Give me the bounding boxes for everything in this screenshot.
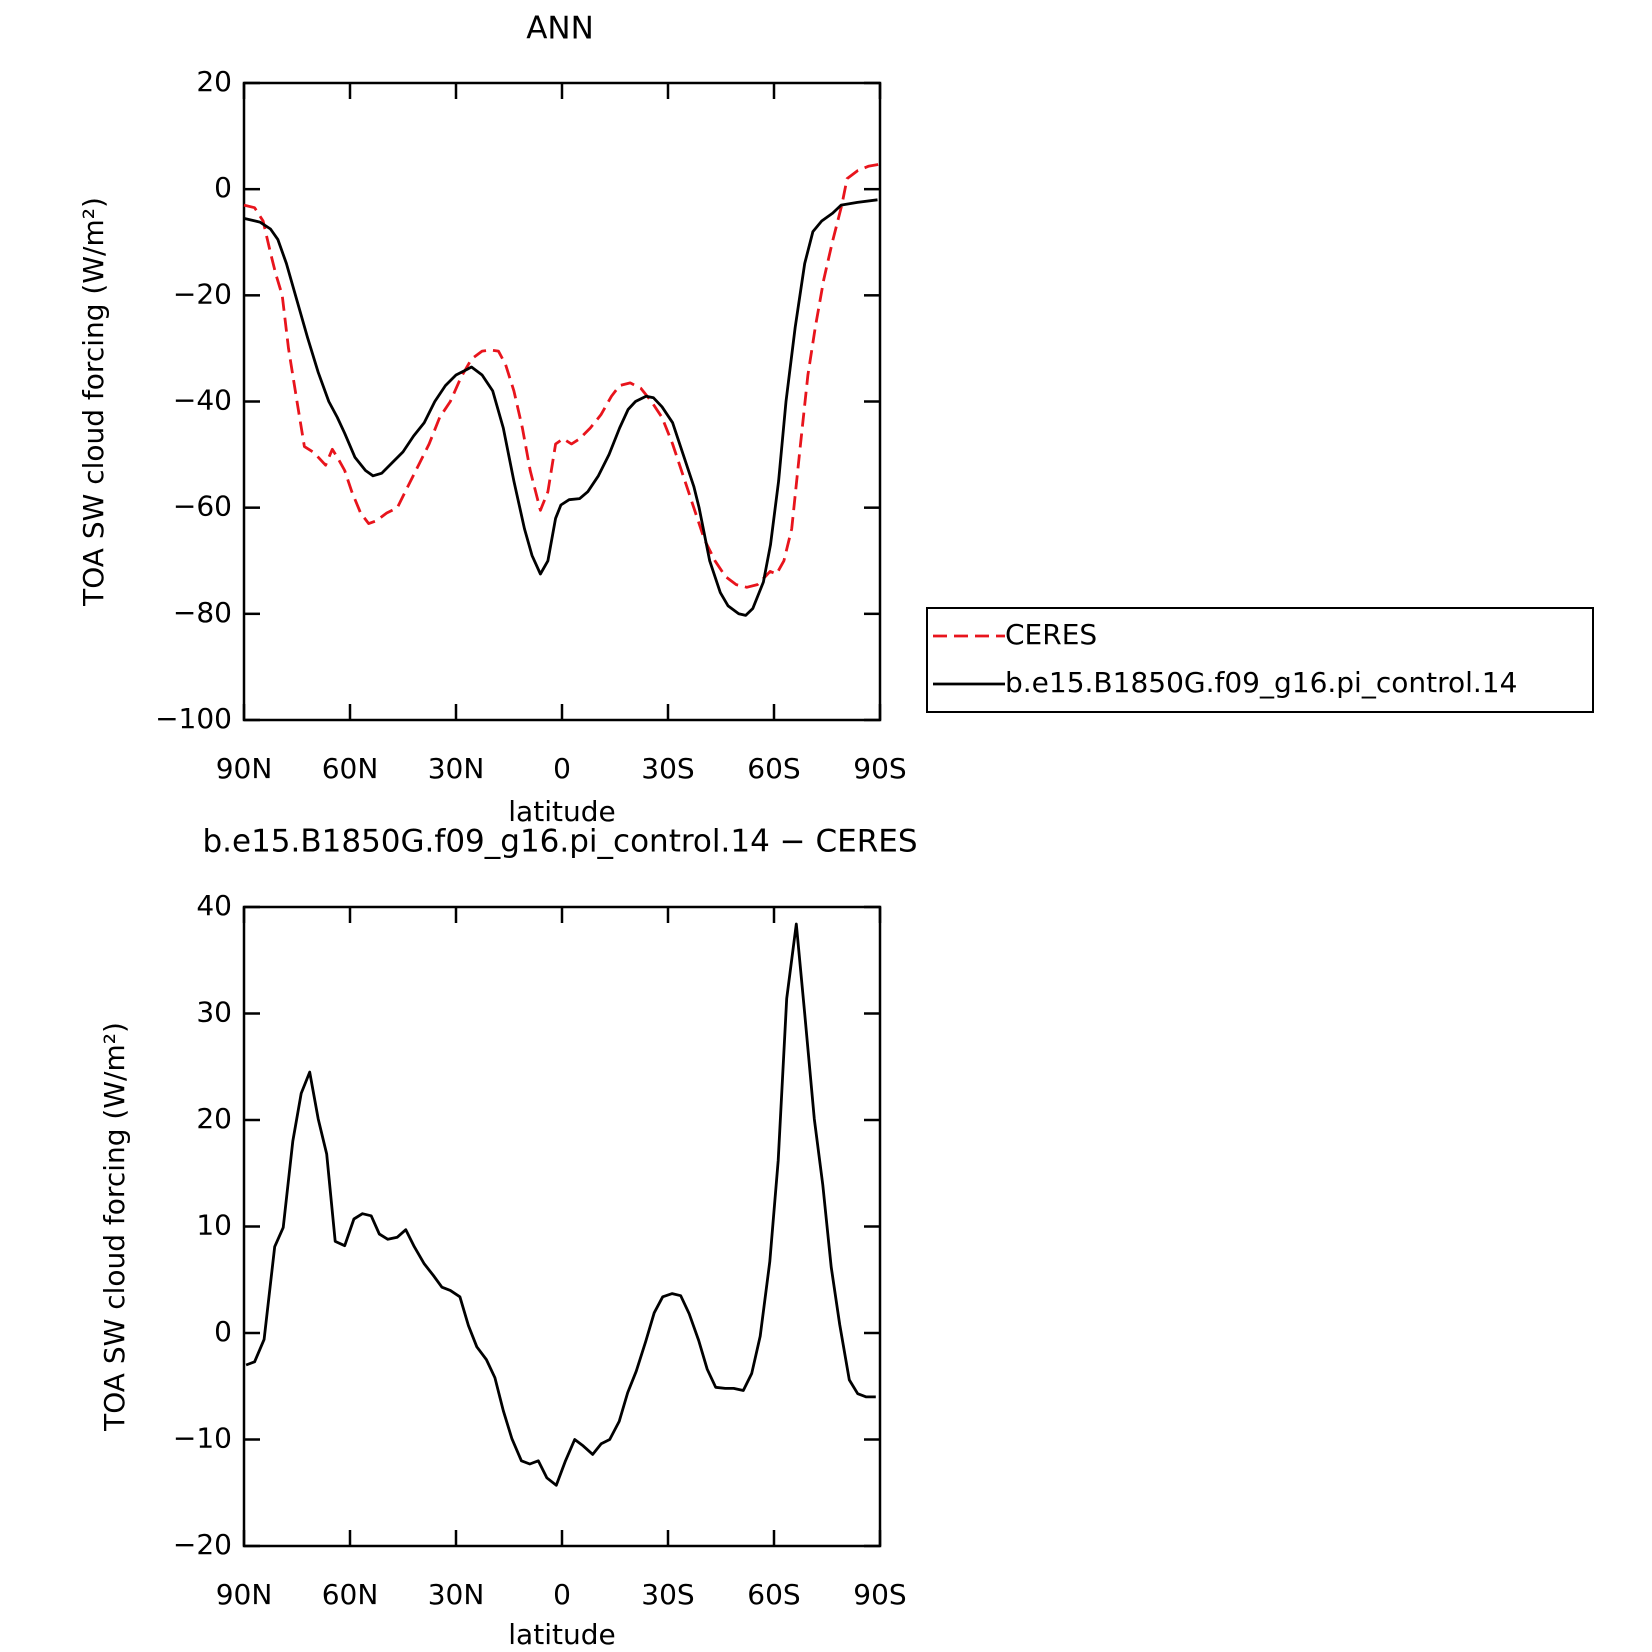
x-tick-label: 90N (216, 1578, 273, 1611)
x-axis-label: latitude (508, 1618, 615, 1651)
x-tick-label: 30N (428, 752, 485, 785)
y-tick-label: −100 (155, 702, 232, 735)
y-tick-label: 20 (196, 1102, 232, 1135)
x-tick-label: 30S (641, 1578, 694, 1611)
chart-title: ANN (526, 11, 594, 47)
y-axis-label: TOA SW cloud forcing (W/m²) (98, 1022, 131, 1432)
x-tick-label: 90N (216, 752, 273, 785)
x-tick-label: 0 (553, 752, 571, 785)
x-tick-label: 60S (747, 1578, 800, 1611)
x-tick-label: 30S (641, 752, 694, 785)
x-axis-label: latitude (508, 795, 615, 828)
x-tick-label: 60N (322, 752, 379, 785)
y-tick-label: 0 (214, 1315, 232, 1348)
chart-title: b.e15.B1850G.f09_g16.pi_control.14 − CER… (202, 824, 917, 860)
y-tick-label: −40 (173, 384, 232, 417)
series-line (245, 922, 876, 1487)
y-tick-label: −20 (173, 1528, 232, 1561)
y-tick-label: −10 (173, 1422, 232, 1455)
x-tick-label: 60S (747, 752, 800, 785)
x-tick-label: 60N (322, 1578, 379, 1611)
legend-label: CERES (1005, 618, 1097, 651)
y-tick-label: 20 (196, 65, 232, 98)
y-tick-label: 0 (214, 171, 232, 204)
legend-box (926, 607, 1594, 713)
series-line (243, 162, 881, 589)
x-tick-label: 30N (428, 1578, 485, 1611)
y-tick-label: −80 (173, 596, 232, 629)
y-tick-label: 40 (196, 889, 232, 922)
y-tick-label: 10 (196, 1209, 232, 1242)
y-tick-label: −60 (173, 490, 232, 523)
x-tick-label: 90S (853, 752, 906, 785)
y-tick-label: −20 (173, 277, 232, 310)
y-axis-label: TOA SW cloud forcing (W/m²) (77, 197, 110, 607)
y-tick-label: 30 (196, 996, 232, 1029)
x-tick-label: 90S (853, 1578, 906, 1611)
x-tick-label: 0 (553, 1578, 571, 1611)
legend-label: b.e15.B1850G.f09_g16.pi_control.14 (1005, 666, 1517, 699)
series-line (243, 198, 878, 617)
plot-frame (242, 905, 882, 1548)
